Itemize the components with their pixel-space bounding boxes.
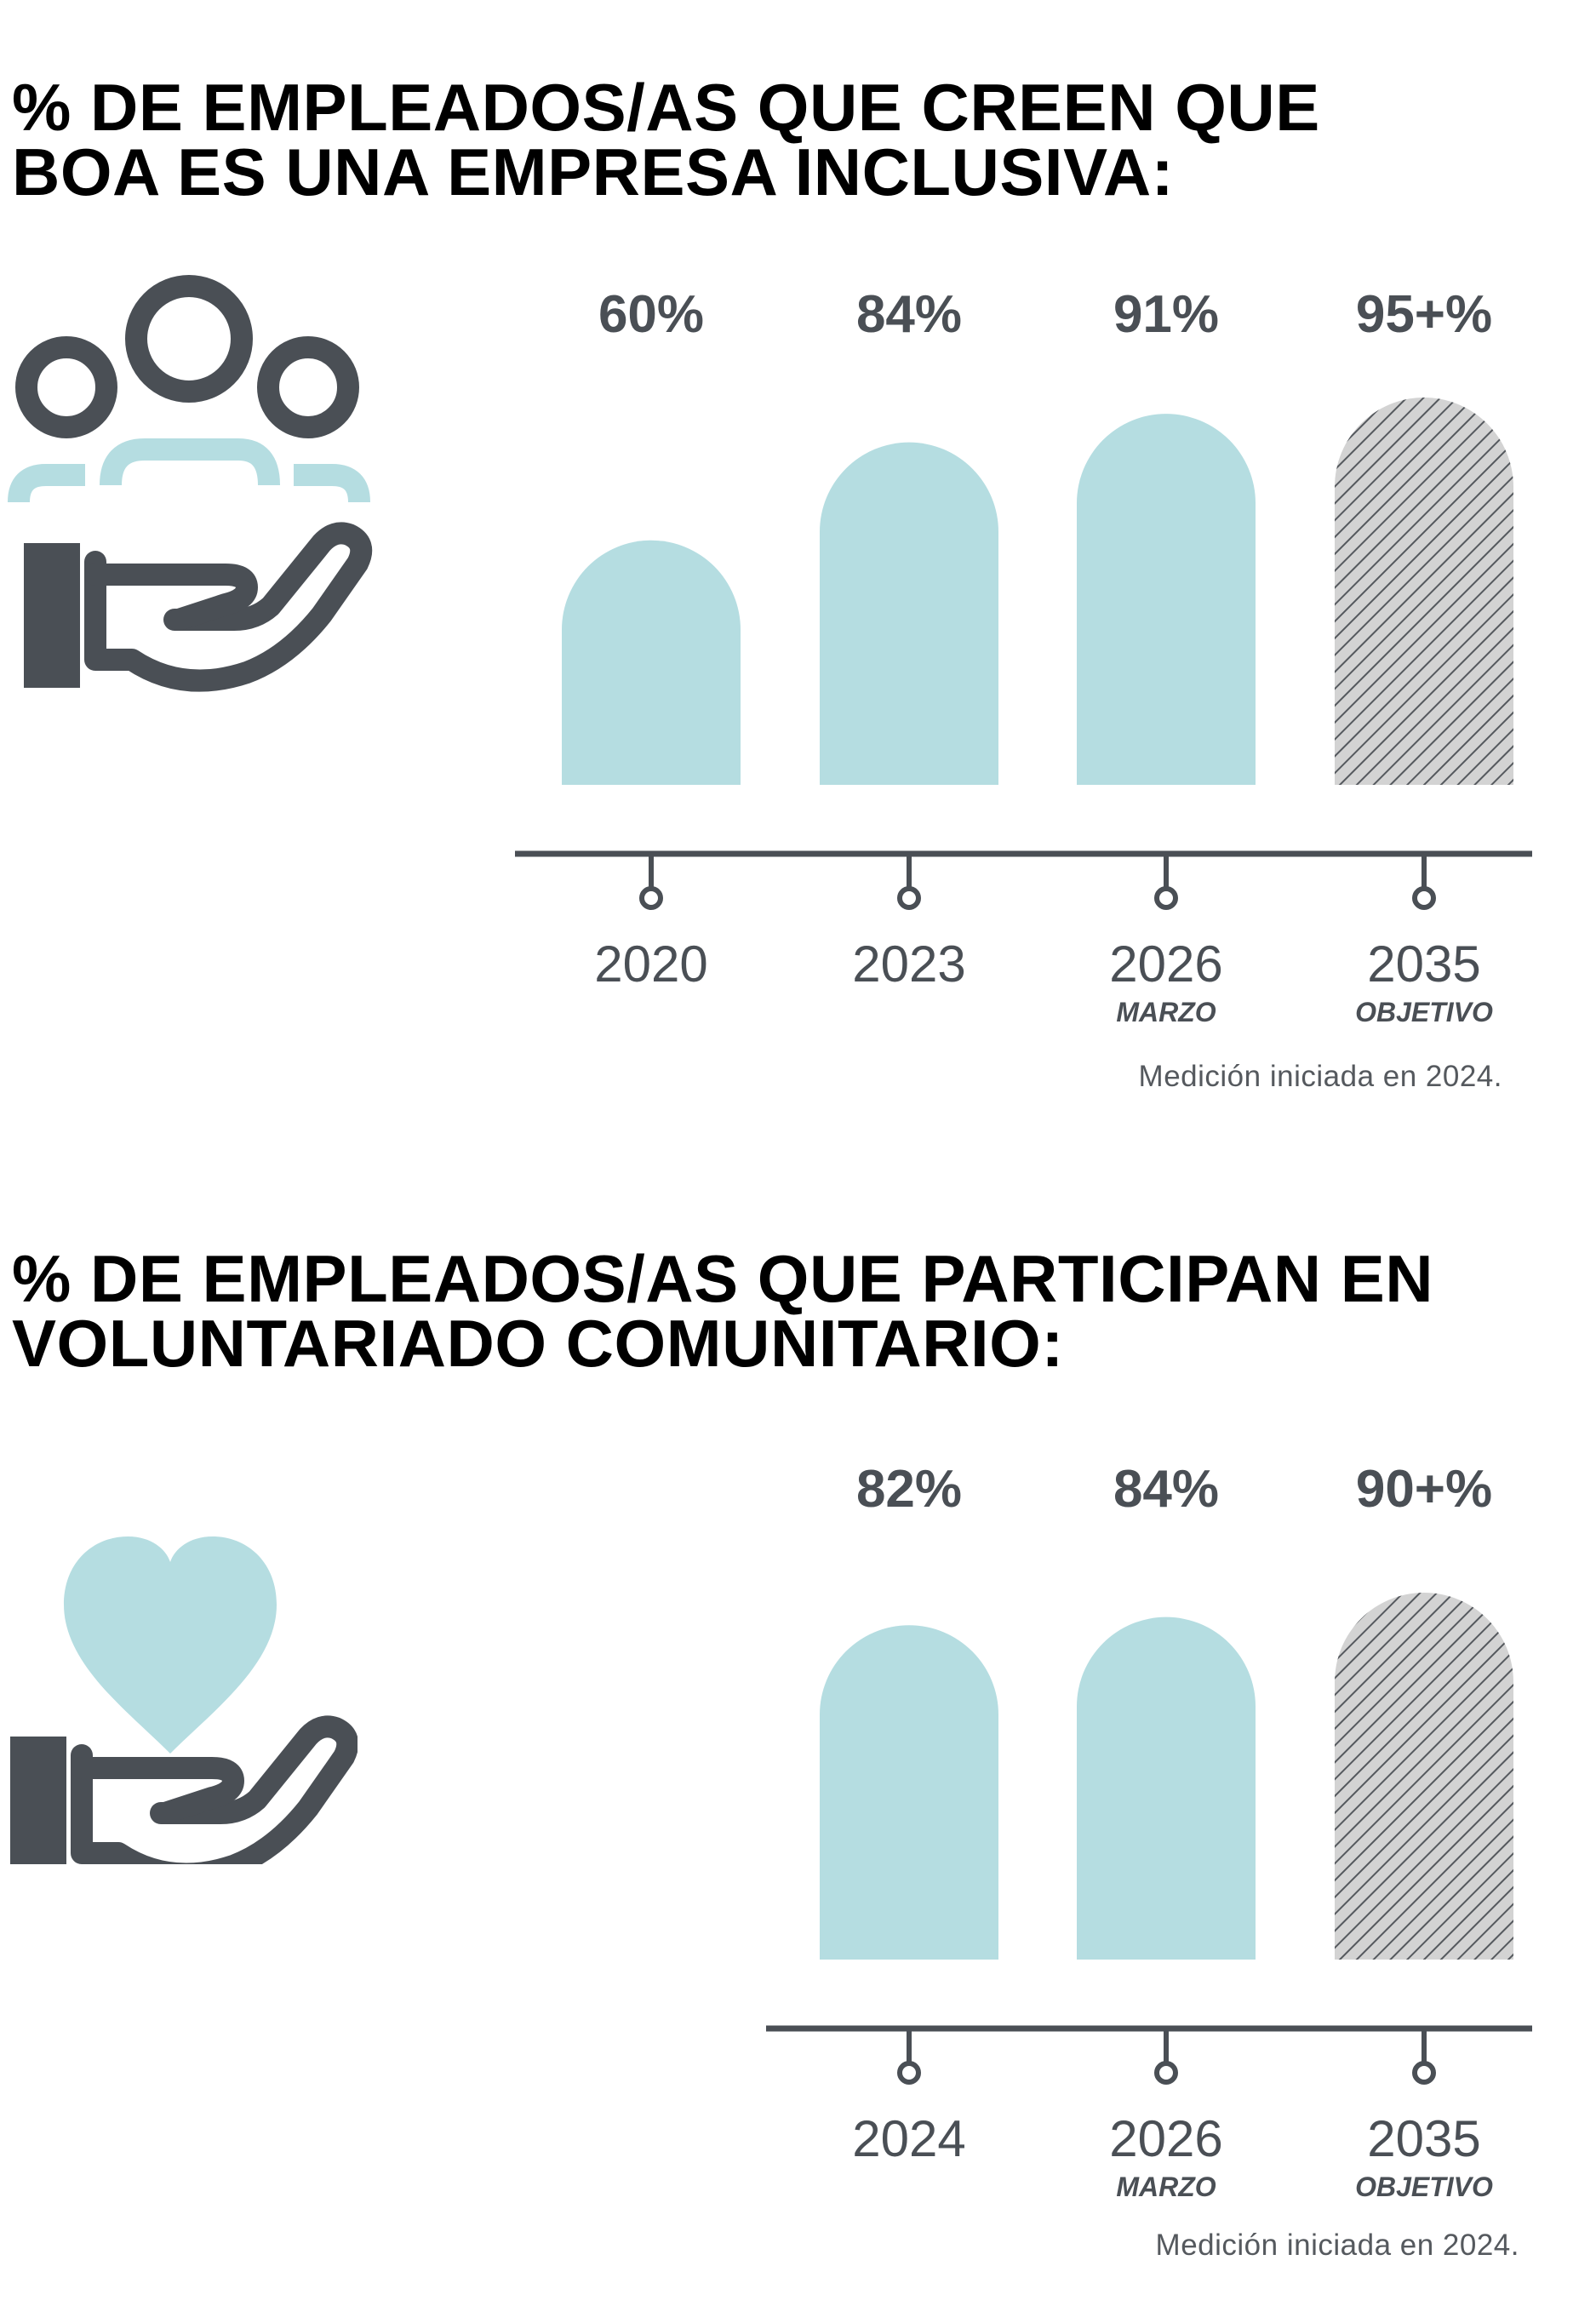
volunteering-chart: 82% 2024 84% 2026 MARZO 90+% 2035 OBJETIVO (766, 1460, 1532, 2202)
axis-marker (1412, 2061, 1436, 2085)
axis-marker (639, 886, 663, 910)
people-on-hand-icon (8, 275, 373, 692)
category-sublabel: OBJETIVO (1355, 997, 1493, 1027)
value-label: 84% (856, 285, 962, 344)
value-label: 84% (1113, 1460, 1219, 1519)
category-label: 2026 (1109, 2110, 1222, 2167)
section-title: % DE EMPLEADOS/AS QUE CREEN QUE BOA ES U… (12, 70, 1320, 209)
section-title: % DE EMPLEADOS/AS QUE PARTICIPAN EN VOLU… (12, 1241, 1434, 1381)
axis-marker (897, 2061, 921, 2085)
inclusive-company-section: % DE EMPLEADOS/AS QUE CREEN QUE BOA ES U… (0, 0, 1596, 1141)
axis-marker (1154, 2061, 1178, 2085)
bar (1077, 414, 1256, 785)
inclusive-chart: 60% 2020 84% 2023 91% 2026 MARZO 95+% 2035 OBJETI… (515, 285, 1532, 1027)
category-label: 2020 (594, 936, 707, 993)
heart-on-hand-icon (10, 1536, 358, 1864)
bar (562, 540, 741, 785)
target-bar (1335, 1592, 1513, 1960)
axis-marker (1412, 886, 1436, 910)
bar (820, 1625, 998, 1960)
axis-marker (897, 886, 921, 910)
value-label: 60% (598, 285, 704, 344)
target-bar (1335, 398, 1513, 785)
volunteering-section: % DE EMPLEADOS/AS QUE PARTICIPAN EN VOLU… (0, 1175, 1596, 2306)
category-label: 2023 (852, 936, 965, 993)
bar (1077, 1616, 1256, 1960)
category-sublabel: MARZO (1116, 2172, 1216, 2202)
value-label: 91% (1113, 285, 1219, 344)
value-label: 82% (856, 1460, 962, 1519)
category-sublabel: OBJETIVO (1355, 2172, 1493, 2202)
footnote: Medición iniciada en 2024. (1155, 2229, 1519, 2262)
category-label: 2035 (1367, 936, 1480, 993)
category-sublabel: MARZO (1116, 997, 1216, 1027)
category-label: 2035 (1367, 2110, 1480, 2167)
axis-marker (1154, 886, 1178, 910)
footnote: Medición iniciada en 2024. (1138, 1060, 1502, 1093)
bar (820, 442, 998, 785)
category-label: 2024 (852, 2110, 965, 2167)
value-label: 95+% (1356, 285, 1492, 344)
value-label: 90+% (1356, 1460, 1492, 1519)
category-label: 2026 (1109, 936, 1222, 993)
